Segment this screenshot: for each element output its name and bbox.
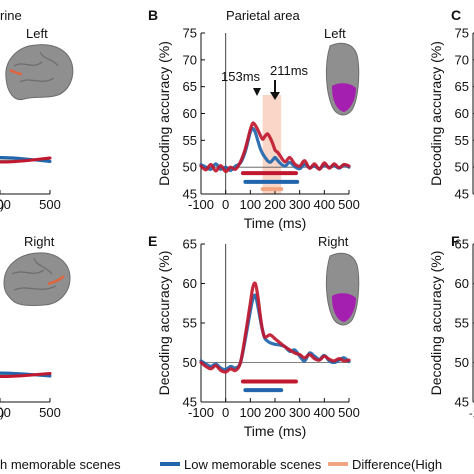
- x-tick-label-e: 400: [313, 405, 335, 420]
- roi-marker-d: [47, 275, 65, 286]
- y-tick-label-f: 50: [455, 355, 469, 370]
- x-tick-label-b: 200: [264, 197, 286, 212]
- x-tick-label-e: -100: [188, 405, 214, 420]
- x-tick-label-crop-d: ): [0, 405, 4, 420]
- y-axis-label-b: Decoding accuracy (%): [156, 41, 172, 186]
- x-tick-label-d: 400: [0, 405, 11, 420]
- y-tick-label-c: 70: [455, 52, 469, 67]
- panel-e-chart: 45 50 55 60 65 -100 0 100 200 300 400 500 Time (ms) D…: [156, 237, 360, 440]
- crop-title: rine: [0, 8, 22, 23]
- brain-lateral-left-illustration: [5, 44, 74, 101]
- x-tick-label-b: 0: [222, 197, 229, 212]
- roi-parietal-b: [332, 83, 356, 112]
- y-tick-label-b: 65: [183, 79, 197, 94]
- y-tick-label-e: 60: [183, 276, 197, 291]
- y-tick-label-c: 75: [455, 26, 469, 41]
- y-tick-label-e: 50: [183, 355, 197, 370]
- y-tick-label-b: 70: [183, 52, 197, 67]
- hemisphere-label-d: Right: [24, 234, 55, 249]
- x-tick-label-b: 100: [239, 197, 261, 212]
- series-line-high-e: [199, 281, 351, 374]
- brain-posterior-right-illustration: [325, 252, 360, 326]
- x-axis-label-b: Time (ms): [244, 215, 306, 231]
- brain-posterior-left-illustration: [325, 42, 360, 116]
- x-axis-label-e: Time (ms): [244, 423, 306, 439]
- panel-d-chart: 400 500): [0, 371, 61, 420]
- x-tick-label-e: 300: [289, 405, 311, 420]
- x-tick-label-e: 0: [222, 405, 229, 420]
- brain-sulci-a: [13, 51, 59, 83]
- y-tick-label-f: 60: [455, 276, 469, 291]
- panel-c-letter: C: [451, 7, 461, 23]
- annotation-153ms: 153ms: [221, 69, 261, 84]
- panel-a-chart: 400 500): [0, 155, 61, 212]
- x-tick-label-d: 500: [39, 405, 61, 420]
- panel-e-letter: E: [148, 233, 157, 249]
- legend-label-high: h memorable scenes: [0, 457, 121, 472]
- brain-cortex-a: [5, 44, 74, 101]
- panel-b-chart: 45 50 55 60 65 70 75 -100 0 100 200 300 400 500 Time (…: [156, 26, 360, 232]
- y-axis-label-c: Decoding accuracy (%): [428, 41, 444, 186]
- y-axis-label-e: Decoding accuracy (%): [156, 251, 172, 396]
- y-tick-label-f: 55: [455, 316, 469, 331]
- y-tick-label-f: 65: [455, 237, 469, 252]
- brain-sulci-d: [11, 257, 57, 291]
- y-tick-label-b: 50: [183, 160, 197, 175]
- legend: h memorable scenes Low memorable scenes …: [0, 457, 442, 472]
- y-tick-label-c: 55: [455, 133, 469, 148]
- y-tick-label-b: 45: [183, 187, 197, 202]
- hemisphere-label-b: Left: [324, 26, 346, 41]
- x-tick-label-e: 100: [239, 405, 261, 420]
- panel-b-letter: B: [148, 7, 158, 23]
- x-tick-label-b: 400: [313, 197, 335, 212]
- y-tick-label-c: 45: [455, 187, 469, 202]
- x-tick-label-a: 400: [0, 197, 11, 212]
- y-tick-label-c: 65: [455, 79, 469, 94]
- arrow-head-153ms: [253, 88, 261, 96]
- brain-cortex-d: [3, 252, 71, 306]
- hemisphere-label-e: Right: [318, 234, 349, 249]
- x-tick-label-a: 500: [39, 197, 61, 212]
- roi-marker-a: [9, 68, 23, 76]
- parietal-title: Parietal area: [226, 8, 300, 23]
- y-tick-label-e: 45: [183, 395, 197, 410]
- panel-f-chart: 45 50 55 60 65 Decoding accuracy (%) -1: [428, 237, 474, 420]
- y-tick-label-b: 75: [183, 26, 197, 41]
- panel-f-letter: F: [451, 233, 460, 249]
- panel-c-chart: 45 50 55 60 65 70 75 Decoding accuracy (%): [428, 26, 474, 202]
- y-tick-label-e: 55: [183, 316, 197, 331]
- brain-lateral-right-illustration: [3, 252, 71, 306]
- y-tick-label-e: 65: [183, 237, 197, 252]
- x-tick-label-b: 300: [289, 197, 311, 212]
- arrow-head-211ms: [270, 92, 280, 100]
- y-tick-label-c: 60: [455, 106, 469, 121]
- x-tick-label-crop-a: ): [0, 197, 4, 212]
- hemisphere-label-a: Left: [26, 26, 48, 41]
- y-tick-label-b: 55: [183, 133, 197, 148]
- y-tick-label-f: 45: [455, 395, 469, 410]
- annotation-211ms: 211ms: [270, 63, 309, 78]
- y-axis-label-f: Decoding accuracy (%): [428, 251, 444, 396]
- legend-label-low: Low memorable scenes: [184, 457, 322, 472]
- legend-label-diff: Difference(High: [352, 457, 442, 472]
- roi-parietal-e: [332, 293, 356, 322]
- x-tick-label-b: -100: [188, 197, 214, 212]
- y-tick-label-b: 60: [183, 106, 197, 121]
- series-line-high-b: [199, 121, 351, 174]
- y-tick-label-c: 50: [455, 160, 469, 175]
- x-tick-label-b: 500: [338, 197, 360, 212]
- x-tick-label-e: 500: [338, 405, 360, 420]
- x-tick-label-f: -1: [469, 408, 474, 420]
- x-tick-label-e: 200: [264, 405, 286, 420]
